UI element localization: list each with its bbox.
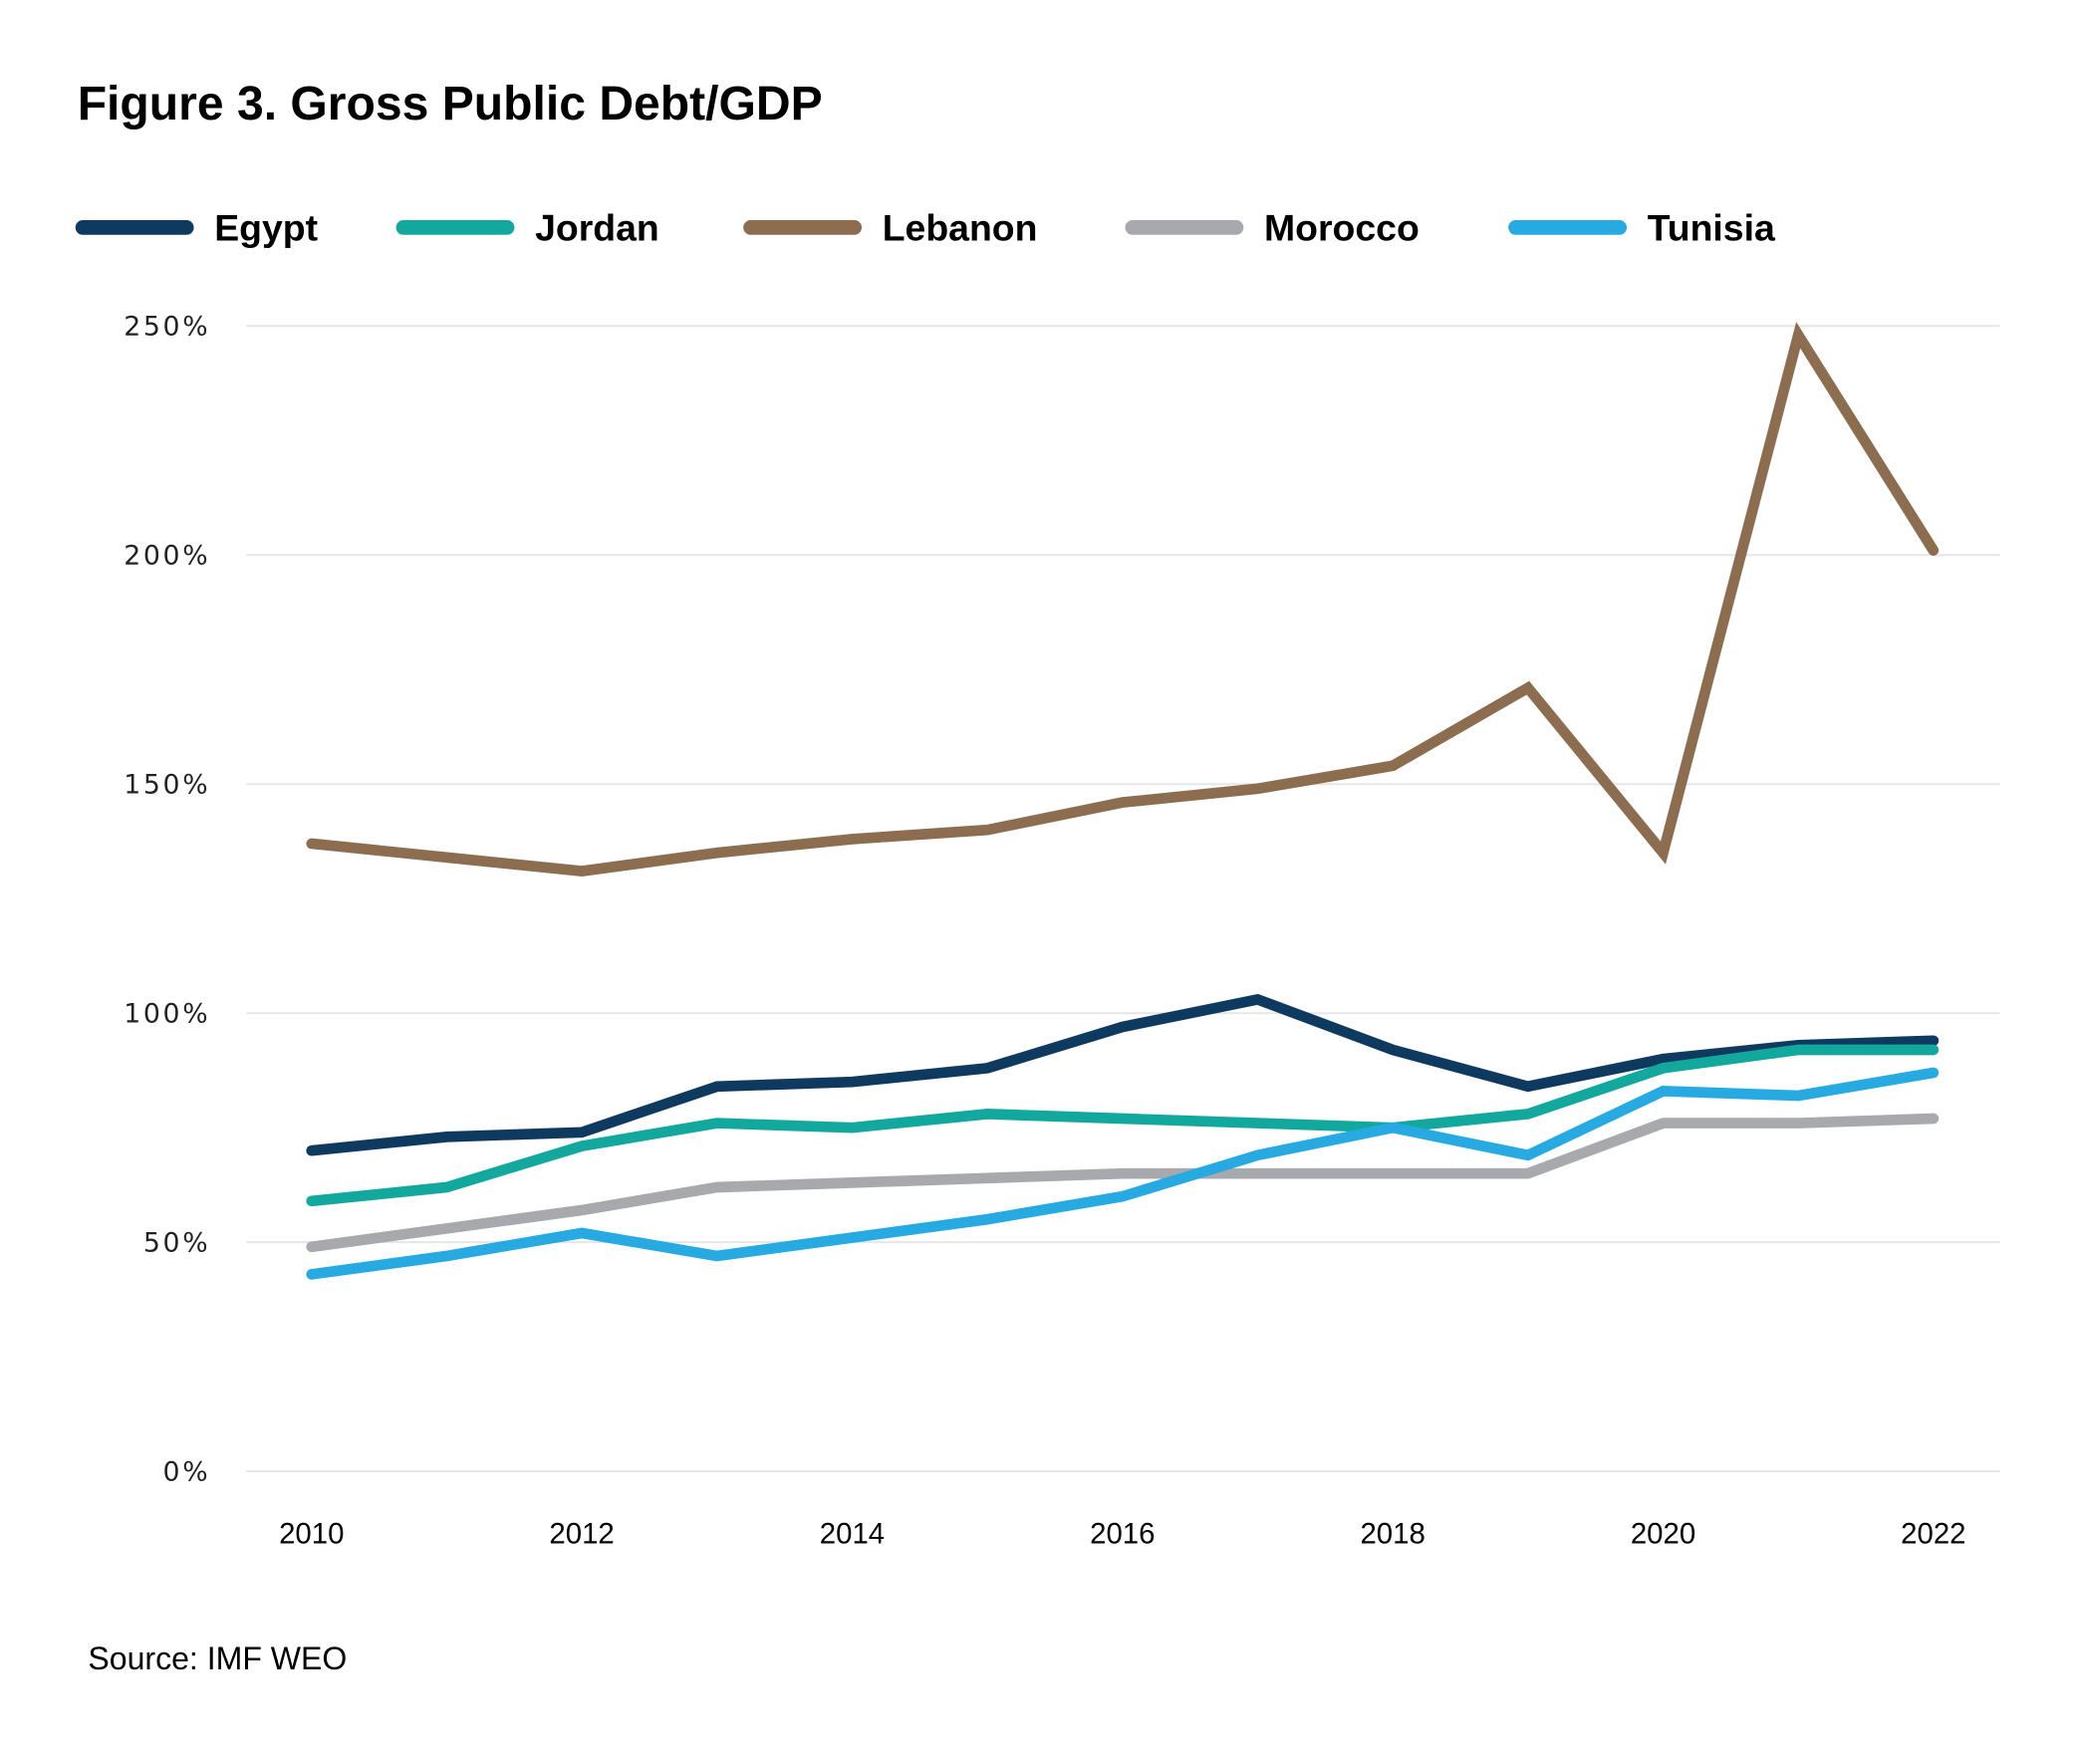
source-note: Source: IMF WEO [88, 1640, 347, 1676]
chart-title: Figure 3. Gross Public Debt/GDP [78, 77, 823, 130]
y-tick-label: 100% [124, 999, 210, 1030]
gridlines [246, 325, 2000, 1473]
series-line-jordan [306, 1044, 1940, 1207]
x-tick-label: 2012 [549, 1517, 614, 1550]
legend-label: Egypt [214, 207, 318, 249]
legend-item-jordan: Jordan [395, 207, 659, 249]
legend: Egypt Jordan Lebanon Morocco Tunisia [75, 207, 1776, 249]
x-tick-label: 2018 [1360, 1517, 1425, 1550]
y-tick-label: 200% [124, 541, 210, 572]
y-tick-label: 0% [163, 1457, 211, 1488]
x-axis-ticks: 2010 2012 2014 2016 2018 2020 2022 [279, 1517, 1965, 1550]
y-tick-label: 250% [124, 312, 210, 343]
legend-label: Jordan [535, 207, 659, 249]
series-line-tunisia [306, 1067, 1940, 1280]
x-tick-label: 2022 [1901, 1517, 1965, 1550]
legend-label: Tunisia [1648, 207, 1776, 249]
legend-item-tunisia: Tunisia [1508, 207, 1776, 249]
legend-item-egypt: Egypt [75, 207, 318, 249]
y-tick-label: 50% [143, 1228, 210, 1259]
series-lines [306, 322, 1940, 1280]
y-tick-label: 150% [124, 770, 210, 801]
legend-item-lebanon: Lebanon [743, 207, 1038, 249]
legend-item-morocco: Morocco [1125, 207, 1420, 249]
series-line-lebanon [306, 322, 1940, 877]
legend-label: Morocco [1264, 207, 1420, 249]
legend-label: Lebanon [883, 207, 1038, 249]
x-tick-label: 2014 [820, 1517, 885, 1550]
y-axis-ticks: 0% 50% 100% 150% 200% 250% [124, 312, 211, 1488]
x-tick-label: 2010 [279, 1517, 344, 1550]
series-line-morocco [306, 1113, 1940, 1253]
series-line-egypt [306, 993, 1940, 1156]
x-tick-label: 2020 [1631, 1517, 1695, 1550]
x-tick-label: 2016 [1090, 1517, 1155, 1550]
